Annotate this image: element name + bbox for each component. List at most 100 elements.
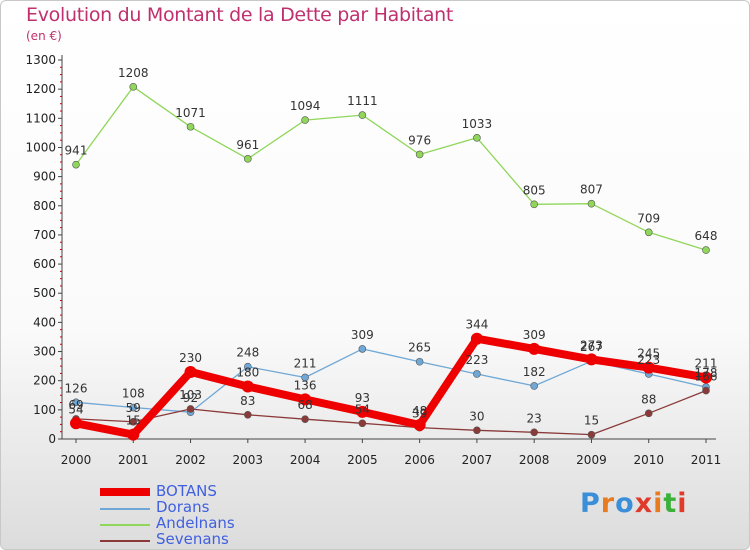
data-label-botans: 273 [580,338,603,352]
data-label-sevenans: 83 [240,394,255,408]
data-label-andelnans: 805 [523,183,546,197]
data-point-sevenans [702,386,710,395]
data-label-dorans: 223 [637,353,660,367]
data-label-sevenans: 88 [641,392,656,406]
y-tick-label: 1000 [25,140,56,154]
x-tick-label: 2011 [691,453,722,467]
data-point-sevenans [473,426,481,435]
data-label-sevenans: 166 [695,370,718,384]
data-point-sevenans [186,405,195,413]
x-tick-label: 2002 [175,453,206,467]
data-label-dorans: 309 [351,328,374,342]
data-label-dorans: 178 [695,366,718,380]
data-label-botans: 211 [695,356,718,370]
data-label-andelnans: 1033 [462,117,493,131]
data-label-botans: 15 [126,414,141,428]
data-label-andelnans: 941 [65,144,88,158]
legend-item-sevenans: Sevenans [100,530,300,548]
x-tick-label: 2001 [118,453,149,467]
data-point-sevenans [530,428,538,437]
data-label-andelnans: 1071 [175,106,206,120]
data-point-dorans [358,345,367,353]
series-line-sevenans [75,389,707,436]
data-point-sevenans [244,411,252,419]
legend-label-sevenans: Sevenans [156,530,229,548]
data-point-botans [528,342,541,355]
legend: BOTANS Dorans Andelnans Sevenans [100,482,300,548]
data-label-sevenans: 39 [412,407,427,421]
data-point-andelnans [72,160,80,169]
y-tick-label: 600 [33,257,56,271]
data-point-dorans [129,403,138,412]
data-point-botans [470,332,483,345]
y-tick-label: 300 [33,345,56,359]
legend-item-dorans: Dorans [100,498,300,516]
data-label-botans: 309 [523,328,546,342]
data-point-sevenans [644,409,653,418]
logo-letter: i [677,488,688,519]
data-point-andelnans [587,199,596,208]
data-point-dorans [473,370,481,378]
data-point-andelnans [186,122,195,131]
data-label-botans: 245 [637,347,660,361]
data-point-botans [356,405,369,418]
x-tick-label: 2006 [404,453,435,467]
x-tick-label: 2005 [347,453,378,467]
y-tick-label: 1300 [25,53,56,67]
data-label-dorans: 248 [236,346,259,360]
data-label-andelnans: 648 [695,229,718,243]
data-point-sevenans [358,419,367,428]
data-label-andelnans: 961 [236,138,259,152]
data-label-dorans: 182 [523,365,546,379]
y-tick-label: 700 [33,228,56,242]
x-tick-label: 2008 [519,453,550,467]
logo-letter: t [663,488,678,519]
legend-item-andelnans: Andelnans [100,514,300,532]
chart-title: Evolution du Montant de la Dette par Hab… [26,4,454,26]
data-point-sevenans [587,430,596,439]
data-label-sevenans: 30 [469,409,484,423]
legend-label-dorans: Dorans [156,498,210,516]
y-tick-label: 200 [33,374,56,388]
data-point-botans [413,419,426,432]
data-point-andelnans [301,116,309,124]
data-point-andelnans [358,111,367,119]
data-label-botans: 54 [68,402,83,416]
data-label-dorans: 92 [183,391,198,405]
series-line-andelnans [75,86,707,251]
data-point-dorans [415,357,424,366]
data-point-botans [184,365,197,378]
data-label-sevenans: 54 [355,402,370,416]
logo-letter: r [600,488,616,519]
series-line-botans [72,334,710,439]
logo-letter: P [580,488,601,519]
data-point-botans [700,371,712,384]
data-label-dorans: 223 [465,353,488,367]
x-tick-label: 2007 [462,453,493,467]
data-label-sevenans: 69 [68,398,83,412]
data-point-dorans [72,398,80,407]
data-point-botans [642,361,655,374]
y-tick-label: 1200 [25,82,56,96]
data-label-botans: 344 [465,318,488,332]
legend-swatch-andelnans [100,524,150,526]
x-tick-label: 2004 [290,453,321,467]
y-tick-label: 400 [33,315,56,329]
data-label-dorans: 265 [408,341,431,355]
data-point-andelnans [702,246,710,254]
data-label-sevenans: 15 [584,414,599,428]
data-label-andelnans: 1208 [118,66,149,80]
data-label-botans: 230 [179,351,202,365]
proxiti-logo: Proxiti [580,488,688,519]
logo-letter: x [634,488,654,519]
y-tick-label: 900 [33,170,56,184]
data-point-andelnans [473,134,481,142]
y-tick-label: 500 [33,286,56,300]
legend-label-botans: BOTANS [156,482,217,500]
data-point-andelnans [644,228,653,237]
data-point-andelnans [244,155,252,163]
data-label-andelnans: 976 [408,133,431,147]
data-label-dorans: 108 [122,387,145,401]
y-tick-label: 1100 [25,111,56,125]
